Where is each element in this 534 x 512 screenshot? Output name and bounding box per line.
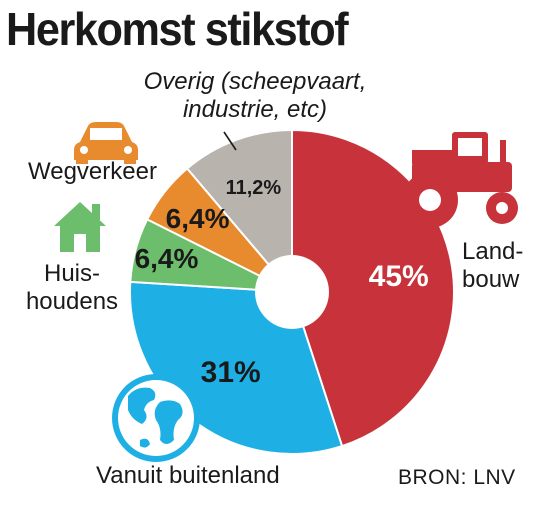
label-landbouw: Land- bouw [462,238,523,294]
value-label-land-bouw: 45% [369,260,429,293]
value-label-overig-scheepvaart-industrie-etc: 11,2% [226,177,282,199]
tractor-icon [402,132,518,228]
car-icon [74,122,138,164]
label-landbouw-line1: Land- [462,238,524,265]
value-label-huis-houdens: 6,4% [135,243,199,274]
pie-slice-overig-scheepvaart-industrie-etc [185,128,293,295]
label-wegverkeer: Wegverkeer [28,158,157,185]
label-huishoudens-line2: houdens [25,288,119,315]
donut-hole [255,255,329,329]
label-overig-line1: Overig (scheepvaart, [143,68,367,95]
label-huishoudens-line1: Huis- [43,260,100,287]
house-icon [54,202,106,252]
source-note: BRON: LNV [398,466,516,489]
globe-icon [112,374,200,462]
value-label-vanuit-buitenland: 31% [201,356,261,389]
label-overig-line2: industrie, etc) [182,96,328,123]
chart-title: Herkomst stikstof [6,3,349,55]
label-overig: Overig (scheepvaart, industrie, etc) [120,68,390,124]
overig-leader-line [223,131,237,151]
label-huishoudens: Huis- houdens [22,260,122,316]
value-label-wegverkeer: 6,4% [166,203,230,234]
label-vanuit-buitenland: Vanuit buitenland [96,462,280,489]
label-landbouw-line2: bouw [462,266,520,293]
